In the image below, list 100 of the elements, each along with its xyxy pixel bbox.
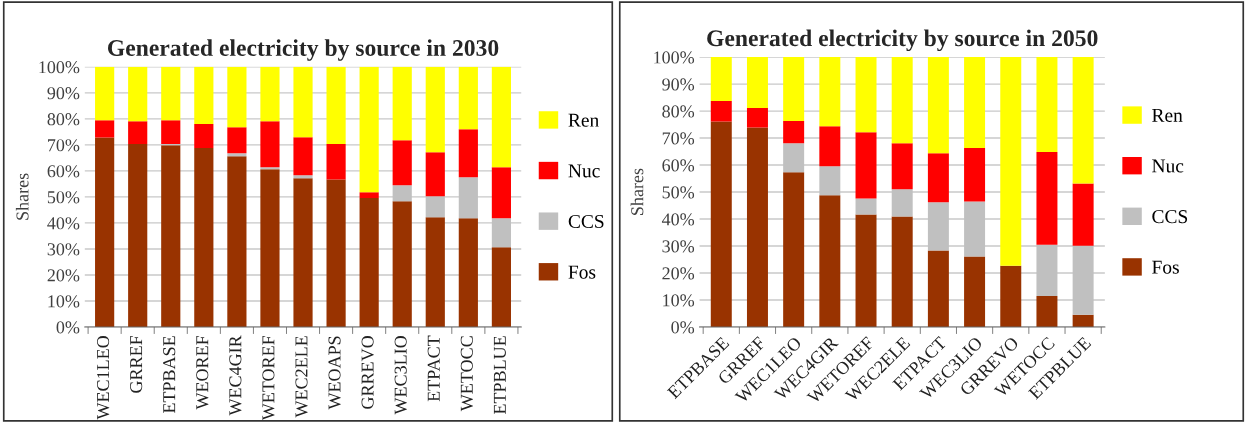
bar bbox=[194, 124, 214, 148]
x-tick-label: WEC2ELE bbox=[295, 336, 308, 418]
bar bbox=[491, 167, 511, 219]
bar bbox=[1072, 314, 1094, 327]
bar bbox=[746, 108, 768, 128]
y-tick-label: 60% bbox=[662, 159, 695, 172]
bar bbox=[194, 148, 214, 327]
bar bbox=[855, 132, 877, 199]
bar bbox=[128, 144, 148, 327]
y-tick-label: 10% bbox=[663, 294, 695, 307]
x-tick-label: WETOCC bbox=[460, 336, 473, 412]
bar bbox=[293, 178, 313, 327]
bar bbox=[927, 153, 949, 203]
y-tick-label: 10% bbox=[48, 295, 80, 308]
bar bbox=[710, 57, 732, 102]
y-tick-label: 90% bbox=[662, 78, 695, 91]
bar bbox=[260, 66, 280, 122]
y-tick-label: 20% bbox=[662, 267, 695, 280]
y-axis-title: Shares bbox=[630, 168, 644, 215]
bar bbox=[964, 256, 986, 327]
bar bbox=[227, 153, 247, 157]
y-tick-label: 30% bbox=[662, 240, 695, 253]
bar bbox=[128, 121, 148, 145]
y-tick-label: 100% bbox=[654, 51, 695, 64]
bar bbox=[161, 66, 181, 121]
bar bbox=[326, 66, 346, 145]
legend-label: Ren bbox=[1152, 109, 1183, 122]
legend-label: Fos bbox=[1152, 260, 1179, 274]
bar bbox=[326, 144, 346, 180]
bar bbox=[260, 121, 280, 168]
bar bbox=[260, 167, 280, 170]
bar bbox=[458, 129, 478, 178]
bar bbox=[819, 126, 841, 167]
bar bbox=[425, 152, 445, 197]
bar bbox=[491, 66, 511, 168]
bar bbox=[359, 66, 379, 193]
bar bbox=[710, 121, 732, 327]
bar bbox=[161, 145, 181, 327]
x-tick-label: ETPBLUE bbox=[493, 336, 506, 415]
bar bbox=[1072, 57, 1094, 184]
x-tick-label: WEC4GIR bbox=[229, 335, 242, 416]
bar bbox=[392, 66, 412, 141]
bar bbox=[927, 57, 949, 154]
x-tick-label: ETPACT bbox=[427, 335, 440, 402]
bar bbox=[1000, 57, 1022, 266]
y-tick-label: 30% bbox=[47, 243, 80, 256]
x-tick-label: GRREVO bbox=[361, 336, 374, 409]
bar bbox=[293, 137, 313, 176]
y-tick-label: 20% bbox=[47, 269, 80, 282]
y-tick-label: 0% bbox=[56, 321, 80, 334]
bar bbox=[819, 57, 841, 127]
legend-label: Nuc bbox=[568, 164, 600, 178]
y-tick-label: 80% bbox=[662, 105, 695, 118]
bar bbox=[891, 57, 913, 144]
bar bbox=[227, 66, 247, 128]
x-tick-label: WETOREF bbox=[262, 335, 275, 421]
y-tick-label: 90% bbox=[47, 87, 80, 100]
bar bbox=[161, 120, 181, 145]
bar bbox=[855, 198, 877, 215]
x-tick-label: WEC1LEO bbox=[97, 336, 110, 420]
bar bbox=[783, 121, 805, 144]
bar bbox=[491, 247, 511, 327]
bar bbox=[746, 57, 768, 109]
bar bbox=[1072, 183, 1094, 246]
bar bbox=[783, 172, 805, 327]
bar bbox=[1036, 152, 1058, 245]
bar bbox=[964, 148, 986, 202]
bar bbox=[927, 250, 949, 327]
bar bbox=[425, 217, 445, 327]
bar bbox=[891, 143, 913, 190]
y-tick-label: 70% bbox=[662, 132, 695, 145]
bar bbox=[359, 192, 379, 198]
bar bbox=[819, 195, 841, 327]
bar bbox=[1036, 295, 1058, 327]
bar bbox=[891, 216, 913, 327]
legend-label: Ren bbox=[568, 113, 599, 127]
chart-title: Generated electricity by source in 2030 bbox=[108, 39, 499, 61]
bar bbox=[458, 66, 478, 130]
bar bbox=[392, 201, 412, 327]
bar bbox=[359, 197, 379, 327]
bar bbox=[458, 218, 478, 327]
bar bbox=[227, 127, 247, 154]
bar bbox=[855, 214, 877, 327]
bar bbox=[783, 57, 805, 122]
y-tick-label: 50% bbox=[662, 186, 695, 199]
x-tick-label: ETPBASE bbox=[163, 336, 176, 414]
bar bbox=[128, 66, 148, 122]
bar bbox=[95, 66, 115, 121]
x-tick-label: WEC3LIO bbox=[394, 336, 407, 415]
bar bbox=[260, 169, 280, 327]
bar bbox=[194, 66, 214, 125]
y-tick-label: 70% bbox=[48, 139, 80, 152]
bar bbox=[710, 101, 732, 122]
legend-label: CCS bbox=[568, 214, 604, 229]
bar bbox=[855, 57, 877, 133]
legend-label: Fos bbox=[568, 265, 596, 279]
bar bbox=[293, 175, 313, 179]
y-tick-label: 40% bbox=[47, 217, 80, 230]
bar bbox=[1000, 265, 1022, 327]
y-tick-label: 100% bbox=[39, 61, 80, 74]
